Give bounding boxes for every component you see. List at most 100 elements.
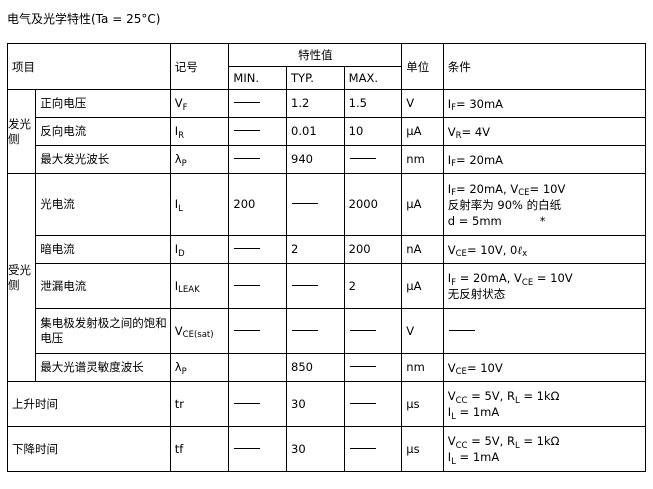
header-min: MIN.: [228, 66, 288, 90]
em-dash-rule: [349, 329, 376, 331]
row-unit: µA: [401, 263, 444, 309]
row-condition-label: IF= 20mA, VCE= 10V 反射率为 90% 的白纸 d = 5mm *: [444, 178, 645, 232]
row-symbol: IR: [169, 117, 230, 146]
em-dash-rule: [349, 366, 376, 367]
row-item-name: 光电流: [35, 173, 171, 236]
row-item-name: 最大发光波长: [35, 145, 171, 174]
row-unit-value: µs: [406, 441, 420, 456]
row-typ-value: 0.01: [291, 124, 317, 138]
row-condition-label: VCE= 10V: [444, 357, 645, 379]
table-row: 反向电流 IR 0.01 10 µA VR= 4V: [8, 117, 647, 146]
row-item-name: 正向电压: [35, 89, 171, 118]
row-condition: IF= 30mA: [442, 89, 647, 118]
row-item-name: 暗电流: [35, 235, 171, 264]
row-max: 1.5: [343, 89, 403, 118]
row-symbol-label: IL: [174, 197, 183, 214]
page-title: 电气及光学特性(Ta = 25°C): [7, 12, 161, 26]
footnote-asterisk: *: [539, 213, 546, 228]
condition-line: VCC = 5V, RL = 1kΩ: [447, 434, 560, 451]
table-head: 项目 记号 特性值 单位 条件: [7, 43, 647, 90]
row-symbol-label: IR: [174, 124, 185, 141]
row-unit-value: µs: [406, 396, 420, 411]
row-unit-value: µA: [406, 197, 422, 211]
row-unit: nA: [401, 235, 444, 264]
row-symbol: ILEAK: [169, 263, 230, 309]
row-typ: 940: [286, 145, 345, 174]
row-typ: 2: [286, 235, 345, 264]
header-symbol-label: 记号: [174, 59, 198, 74]
row-symbol: VCE(sat): [169, 308, 230, 354]
condition-line: VCE= 10V, 0ℓx: [447, 242, 528, 259]
row-typ-value: [287, 276, 344, 297]
row-condition: [442, 308, 647, 354]
row-symbol: IL: [169, 173, 230, 236]
condition-line: IF= 20mA: [447, 152, 504, 169]
row-condition-label: VCE= 10V, 0ℓx: [444, 239, 645, 261]
row-item-name-label: 泄漏电流: [40, 278, 87, 293]
header-row-top: 项目 记号 特性值 单位 条件: [7, 43, 647, 90]
em-dash-rule: [234, 447, 261, 449]
em-dash-rule: [234, 130, 261, 131]
row-min: [228, 308, 288, 354]
condition-line: d = 5mm *: [447, 213, 546, 228]
table-row: 发光侧 正向电压 VF 1.2 1.5 V IF= 30mA: [6, 89, 647, 174]
table-body: 发光侧 正向电压 VF 1.2 1.5 V IF= 30mA 反向电流 IR 0.01 10 µA VR…: [6, 89, 647, 472]
header-characteristic-value-label: 特性值: [298, 48, 333, 62]
header-unit: 单位: [401, 43, 444, 90]
row-max: [343, 308, 403, 354]
row-min: [228, 381, 288, 427]
row-item-name-label: 下降时间: [12, 441, 58, 456]
row-typ: [286, 308, 345, 354]
condition-line: IL = 1mA: [447, 405, 500, 422]
row-condition: IF= 20mA: [442, 145, 647, 174]
row-unit: µA: [401, 117, 444, 146]
row-max-value: 10: [348, 124, 364, 138]
row-condition-label: [444, 320, 645, 342]
header-unit-label: 单位: [406, 59, 430, 74]
header-condition: 条件: [442, 43, 647, 90]
em-dash-rule: [234, 248, 261, 249]
row-condition: IF= 20mA, VCE= 10V 反射率为 90% 的白纸 d = 5mm *: [442, 173, 647, 236]
row-unit-value: nA: [406, 242, 422, 256]
row-unit: nm: [401, 353, 444, 382]
row-symbol-label: tr: [174, 396, 185, 411]
row-max-value: 2: [348, 278, 356, 293]
row-condition: IF = 20mA, VCE = 10V 无反射状态: [442, 263, 647, 309]
row-typ: 1.2: [286, 89, 345, 118]
em-dash-rule: [234, 329, 261, 331]
row-max-value: [345, 439, 402, 460]
row-symbol: tr: [169, 381, 230, 427]
condition-line: VCC = 5V, RL = 1kΩ: [447, 389, 560, 406]
row-max: [343, 353, 403, 382]
em-dash-rule: [234, 102, 261, 103]
row-unit-value: µA: [406, 124, 422, 138]
row-condition-label: VR= 4V: [444, 121, 645, 143]
header-max-label: MAX.: [348, 71, 378, 85]
condition-line: [448, 323, 645, 339]
row-condition: VCC = 5V, RL = 1kΩ IL = 1mA: [442, 381, 647, 427]
row-min-value: [229, 276, 286, 297]
table-row: 最大光谱灵敏度波长 λP 850 nm VCE= 10V: [8, 353, 647, 382]
em-dash-rule: [292, 203, 319, 204]
row-unit: µs: [401, 381, 444, 427]
header-item-label: 项目: [12, 59, 35, 74]
row-max-value: [345, 357, 402, 378]
condition-line: IF= 30mA: [447, 96, 504, 113]
header-characteristic-value: 特性值: [228, 43, 403, 67]
row-min: [228, 117, 288, 146]
row-typ-value: 1.2: [291, 96, 310, 110]
row-condition-label: VCC = 5V, RL = 1kΩ IL = 1mA: [444, 385, 645, 423]
table-row: 暗电流 ID 2 200 nA VCE= 10V, 0ℓx: [8, 235, 647, 264]
electro-optical-characteristics-table: 项目 记号 特性值 单位 条件: [6, 43, 647, 472]
row-typ: [286, 263, 345, 309]
table-row: 泄漏电流 ILEAK 2 µA IF = 20mA, VCE = 10V 无反射状态: [8, 263, 647, 309]
row-max: [343, 145, 403, 174]
condition-line: IF = 20mA, VCE = 10V: [447, 271, 573, 288]
row-typ: 30: [286, 381, 345, 427]
row-unit-value: nm: [406, 360, 425, 374]
row-max-value: 1.5: [348, 96, 367, 110]
row-min: 200: [228, 173, 288, 236]
row-max: [343, 426, 403, 472]
row-max-value: 2000: [348, 197, 378, 211]
